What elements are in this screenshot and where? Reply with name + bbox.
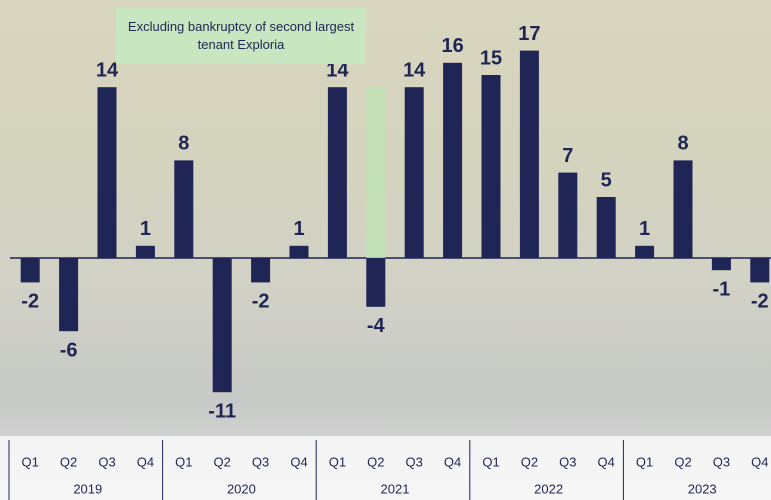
x-tick-label: Q3	[98, 454, 115, 469]
value-label: -4	[367, 315, 386, 337]
value-label: 1	[639, 218, 650, 240]
bar	[750, 258, 769, 282]
year-label: 2023	[688, 481, 717, 496]
bar	[290, 246, 309, 258]
x-tick-label: Q3	[713, 454, 730, 469]
x-tick-label: Q2	[521, 454, 538, 469]
x-tick-label: Q4	[290, 454, 307, 469]
x-tick-label: Q4	[598, 454, 615, 469]
bar	[136, 246, 155, 258]
value-label: -11	[208, 400, 236, 422]
bar	[405, 87, 424, 258]
x-tick-label: Q1	[482, 454, 499, 469]
bar	[520, 51, 539, 258]
x-tick-label: Q3	[252, 454, 269, 469]
bar	[443, 63, 462, 258]
year-label: 2022	[534, 481, 563, 496]
year-label: 2019	[73, 481, 102, 496]
x-tick-label: Q4	[751, 454, 768, 469]
x-tick-label: Q1	[175, 454, 192, 469]
bar	[251, 258, 270, 282]
bar	[712, 258, 731, 270]
x-tick-label: Q4	[137, 454, 154, 469]
bar	[174, 160, 193, 258]
x-tick-label: Q1	[329, 454, 346, 469]
value-label: 8	[677, 133, 688, 155]
bar	[674, 160, 693, 258]
value-label: 16	[441, 35, 463, 57]
bar	[21, 258, 40, 282]
chart: -2-61418-11-2114-4141615177518-1-2Q1Q2Q3…	[0, 0, 771, 500]
x-tick-label: Q1	[22, 454, 39, 469]
adjusted-bar	[366, 87, 385, 258]
value-label: -2	[21, 291, 39, 313]
bar	[98, 87, 117, 258]
value-label: -6	[60, 339, 78, 361]
value-label: 14	[403, 59, 426, 81]
value-label: 8	[178, 133, 189, 155]
bar	[328, 87, 347, 258]
value-label: 7	[562, 145, 573, 167]
value-label: 5	[601, 169, 612, 191]
bar	[558, 173, 577, 258]
x-tick-label: Q3	[559, 454, 576, 469]
bar	[59, 258, 78, 331]
value-label: -1	[713, 278, 731, 300]
value-label: 17	[518, 23, 540, 45]
x-tick-label: Q1	[636, 454, 653, 469]
value-label: 1	[293, 218, 304, 240]
bar	[213, 258, 232, 392]
value-label: -2	[751, 291, 769, 313]
bar	[635, 246, 654, 258]
value-label: -2	[252, 291, 270, 313]
value-label: 1	[140, 218, 151, 240]
x-tick-label: Q2	[367, 454, 384, 469]
year-label: 2020	[227, 481, 256, 496]
x-tick-label: Q2	[60, 454, 77, 469]
x-tick-label: Q4	[444, 454, 461, 469]
bar	[366, 258, 385, 307]
annotation: Excluding bankruptcy of second largest t…	[116, 8, 366, 64]
value-label: 15	[480, 47, 502, 69]
x-tick-label: Q2	[674, 454, 691, 469]
chart-page: -2-61418-11-2114-4141615177518-1-2Q1Q2Q3…	[0, 0, 771, 500]
x-tick-label: Q3	[406, 454, 423, 469]
year-label: 2021	[381, 481, 410, 496]
bar	[597, 197, 616, 258]
bar	[482, 75, 501, 258]
x-tick-label: Q2	[214, 454, 231, 469]
